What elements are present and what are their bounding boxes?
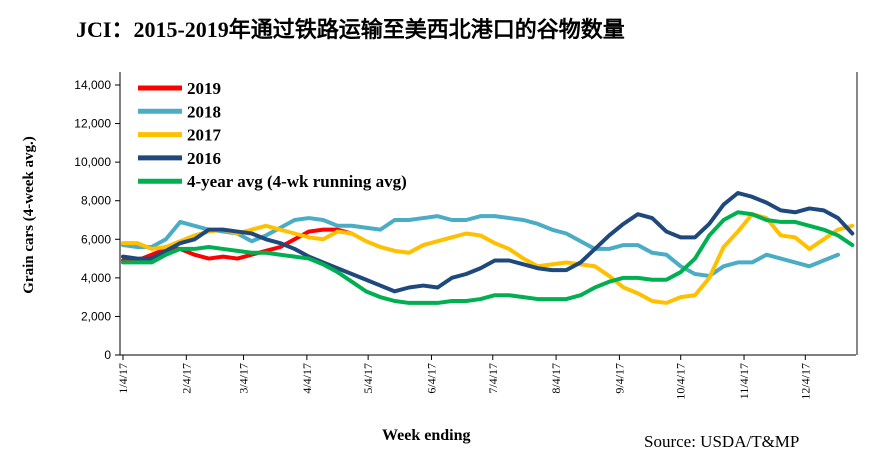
legend-label: 2016 [187,149,221,168]
y-axis-label: Grain cars (4-week avg.) [21,136,37,293]
y-tick-label: 2,000 [81,309,111,323]
x-tick-label: 7/4/17 [486,363,500,394]
series-line-2016 [121,191,855,294]
y-tick-label: 14,000 [74,78,111,92]
x-tick-label: 9/4/17 [612,363,626,394]
x-axis-label: Week ending [382,427,471,444]
y-tick-label: 10,000 [74,155,111,169]
y-tick-label: 12,000 [74,117,111,131]
y-tick-label: 4,000 [81,271,111,285]
series-line-2019 [121,227,354,263]
legend-label: 2018 [187,102,221,121]
x-tick-label: 2/4/17 [179,363,193,394]
y-tick-label: 6,000 [81,232,111,246]
x-tick-label: 11/4/17 [737,363,751,399]
x-tick-label: 5/4/17 [361,363,375,394]
chart-title: JCI：2015-2019年通过铁路运输至美西北港口的谷物数量 [76,17,625,42]
legend-label: 2019 [187,79,221,98]
source-note: Source: USDA/T&MP [644,432,800,451]
y-tick-label: 8,000 [81,194,111,208]
series-line-4-year [121,210,855,305]
legend-label: 2017 [187,126,222,145]
x-tick-label: 8/4/17 [549,363,563,394]
x-tick-label: 10/4/17 [674,363,688,400]
y-tick-label: 0 [104,348,111,362]
x-tick-label: 1/4/17 [116,363,130,394]
series-line-2018 [121,214,840,278]
x-tick-label: 4/4/17 [300,363,314,394]
x-tick-label: 3/4/17 [237,363,251,394]
x-tick-label: 12/4/17 [798,363,812,400]
legend-label: 4-year avg (4-wk running avg) [187,172,407,191]
x-tick-label: 6/4/17 [424,363,438,394]
